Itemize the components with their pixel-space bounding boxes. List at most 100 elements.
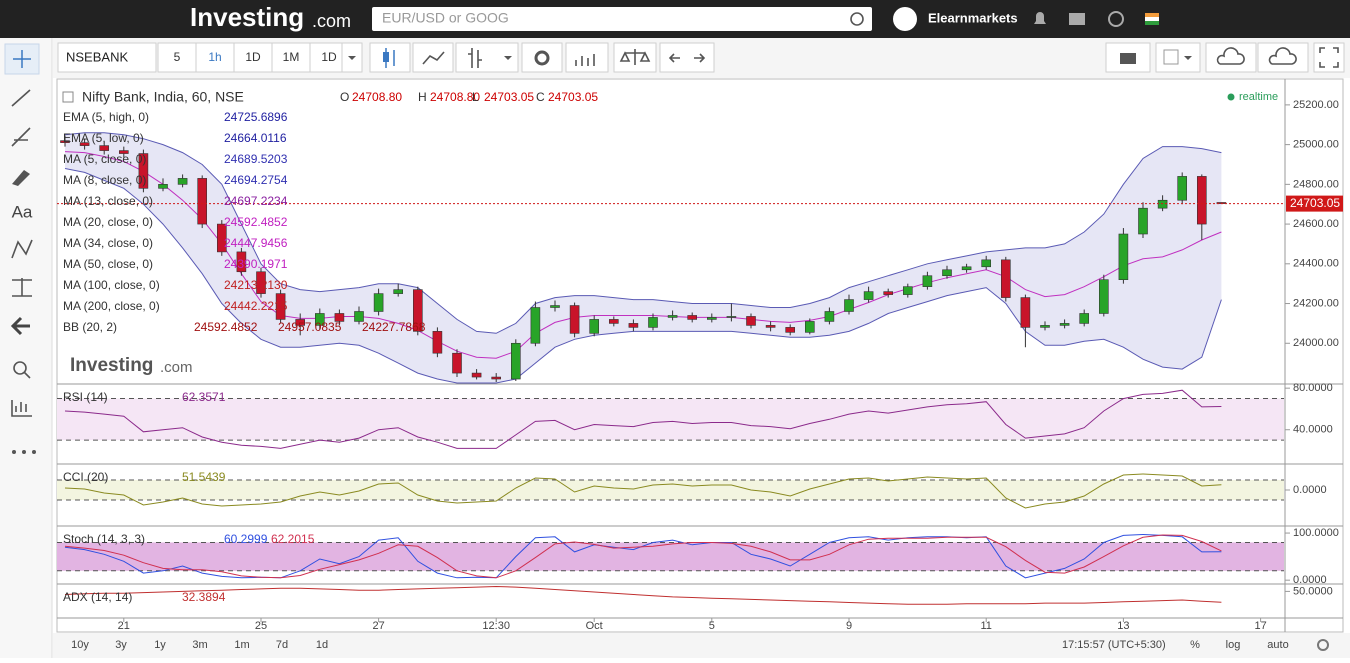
flag-icon[interactable] — [1145, 13, 1159, 17]
candle-body — [726, 316, 737, 318]
indicator-name[interactable]: MA (8, close, 0) — [63, 173, 146, 187]
overlay: 24703.05 24000.00 24200.00 24400.00 24600.00… — [57, 89, 1343, 632]
indicator-name[interactable]: MA (5, close, 0) — [63, 152, 146, 166]
range-button[interactable]: 1d — [316, 639, 328, 651]
candle-body — [765, 325, 776, 328]
portfolio-icon[interactable] — [1069, 13, 1085, 25]
zoom-tool[interactable] — [13, 361, 27, 375]
candle-body — [1197, 176, 1207, 225]
brush-tool[interactable] — [12, 170, 30, 186]
range-button[interactable]: 3y — [115, 639, 127, 651]
scale-option[interactable]: log — [1226, 639, 1241, 651]
indicator-name[interactable]: MA (20, close, 0) — [63, 215, 153, 229]
logo[interactable]: Investing — [190, 2, 304, 32]
text-tool[interactable]: Aa — [12, 202, 33, 221]
scale-option[interactable]: auto — [1267, 639, 1288, 651]
indicator-value: 24442.2215 — [224, 299, 288, 313]
watermark-domain: .com — [160, 359, 193, 376]
back-tool[interactable] — [10, 316, 30, 336]
avatar[interactable] — [893, 7, 917, 31]
chart-frame — [56, 78, 1344, 633]
panel-title[interactable]: RSI (14) — [63, 390, 108, 404]
collapse-toggle[interactable] — [62, 91, 74, 103]
indicator-name[interactable]: MA (200, close, 0) — [63, 299, 160, 313]
indicator-name[interactable]: MA (50, close, 0) — [63, 257, 153, 271]
sidebar — [0, 38, 52, 658]
studies-button[interactable] — [565, 42, 609, 73]
range-button[interactable]: 1y — [154, 639, 166, 651]
indicator-name[interactable]: EMA (5, low, 0) — [63, 131, 144, 145]
candle-body — [608, 319, 619, 324]
interval-label: 1h — [208, 50, 221, 64]
fib-tool[interactable] — [11, 127, 31, 147]
range-button[interactable]: 1m — [234, 639, 249, 651]
undo-redo[interactable] — [659, 42, 715, 73]
candle-body — [1157, 199, 1168, 209]
x-tick-label: 9 — [846, 620, 852, 632]
dropdown-arrow — [348, 56, 356, 60]
candle-type-button[interactable] — [369, 42, 411, 73]
indicators-tool[interactable] — [11, 400, 32, 417]
range-button[interactable]: 10y — [71, 639, 89, 651]
footer-group: 10y 3y 1y 3m 1m 7d 1d% log auto — [71, 639, 1289, 651]
candle-body — [824, 311, 835, 322]
fullscreen-button[interactable] — [1313, 42, 1345, 73]
level-band — [57, 542, 1284, 571]
measure-tool[interactable] — [12, 278, 32, 297]
indicator-name[interactable]: MA (13, close, 0) — [63, 194, 153, 208]
search-box[interactable] — [372, 7, 872, 31]
more-tool[interactable] — [12, 450, 16, 454]
footer-settings[interactable] — [1317, 639, 1329, 651]
bell-icon[interactable] — [1034, 12, 1046, 24]
panel-title[interactable]: ADX (14, 14) — [63, 590, 132, 604]
indicator-name[interactable]: MA (34, close, 0) — [63, 236, 153, 250]
candle-body — [236, 251, 247, 273]
settings-button[interactable] — [521, 42, 563, 73]
candle-body — [981, 259, 992, 268]
range-button[interactable]: 7d — [276, 639, 288, 651]
candle-body — [1000, 259, 1011, 298]
ohlc-value: 24703.05 — [484, 90, 534, 104]
indicator-name[interactable]: EMA (5, high, 0) — [63, 110, 149, 124]
flag-icon — [1145, 17, 1159, 21]
candle-body — [922, 275, 933, 287]
indicator-value: 24725.6896 — [224, 110, 288, 124]
indicator-name[interactable]: BB (20, 2) — [63, 320, 117, 334]
indicator-line — [64, 473, 1222, 509]
scale-icon — [619, 49, 651, 65]
bar-type-button[interactable] — [455, 42, 519, 73]
candle-body — [295, 319, 306, 326]
search-icon[interactable] — [850, 12, 864, 26]
interval-button[interactable] — [233, 42, 273, 73]
y-tick-label: 24400.00 — [1293, 258, 1339, 270]
interval-button[interactable] — [195, 42, 235, 73]
symbol: NSEBANK — [66, 49, 128, 64]
ohlc-label: O — [340, 90, 349, 104]
panel-title[interactable]: Stoch (14, 3, 3) — [63, 532, 145, 546]
gear-icon — [534, 50, 550, 66]
indicator-line — [64, 389, 1222, 449]
indicator-value: 24227.7868 — [362, 320, 426, 334]
trendline-tool[interactable] — [11, 89, 31, 107]
panel-title[interactable]: CCI (20) — [63, 470, 108, 484]
bar-icon — [468, 48, 482, 68]
level-band — [57, 398, 1284, 441]
scale-option[interactable]: % — [1190, 639, 1200, 651]
clock-icon[interactable] — [1108, 11, 1124, 27]
pattern-tool[interactable] — [11, 239, 33, 259]
clock: 17:15:57 (UTC+5:30) — [1062, 639, 1166, 651]
user-name[interactable]: Elearnmarkets — [928, 10, 1018, 25]
candle-body — [1059, 323, 1070, 326]
interval-button[interactable] — [157, 42, 197, 73]
candle-body — [256, 271, 266, 294]
logo-domain[interactable]: .com — [312, 11, 351, 31]
candle-body — [1079, 313, 1089, 324]
candle-body — [471, 372, 482, 378]
symbol-box[interactable] — [57, 42, 157, 73]
indicator-name[interactable]: MA (100, close, 0) — [63, 278, 160, 292]
y-tick-label: 24000.00 — [1293, 337, 1339, 349]
range-button[interactable]: 3m — [192, 639, 207, 651]
x-tick-label: 11 — [980, 620, 991, 632]
interval-button[interactable] — [271, 42, 311, 73]
